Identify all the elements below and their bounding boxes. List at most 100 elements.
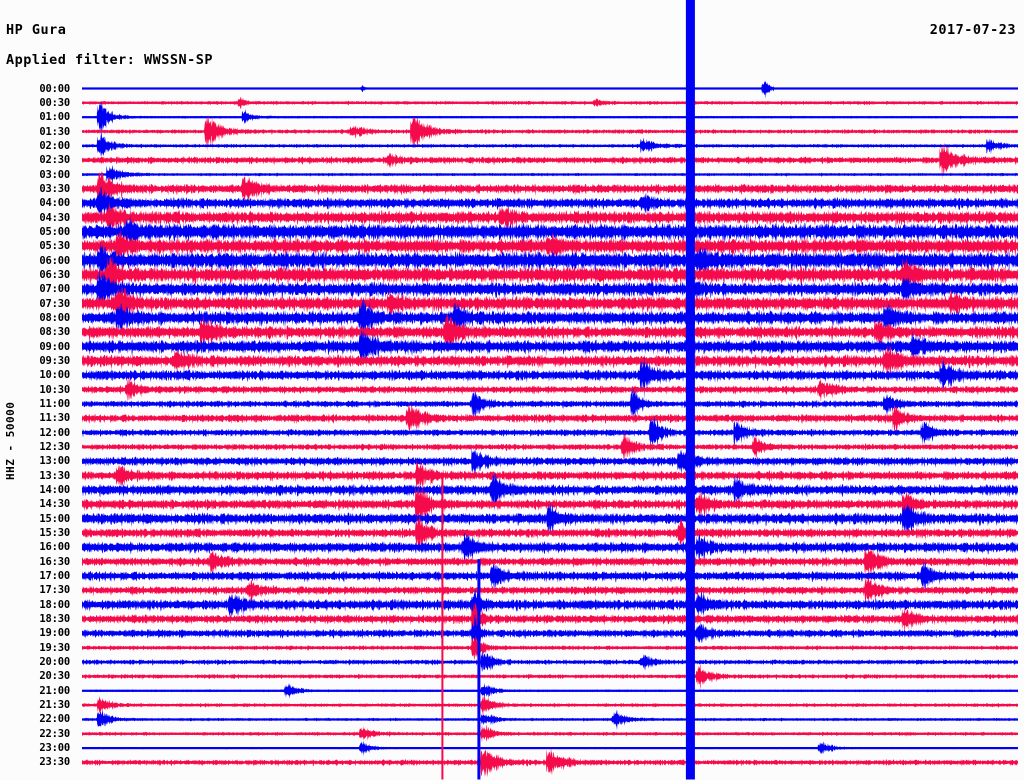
trace-0600 <box>82 241 1018 285</box>
trace-baseline-1200 <box>82 431 1018 434</box>
trace-baseline-0130 <box>82 130 1018 133</box>
trace-0500 <box>82 214 1018 254</box>
global-spike-1 <box>441 473 444 780</box>
time-tick-1700: 17:00 <box>39 569 70 582</box>
trace-baseline-0000 <box>82 87 1018 90</box>
time-tick-2000: 20:00 <box>39 655 70 668</box>
time-tick-1100: 11:00 <box>39 397 70 410</box>
time-tick-1800: 18:00 <box>39 598 70 611</box>
time-tick-0400: 04:00 <box>39 196 70 209</box>
trace-baseline-1030 <box>82 388 1018 391</box>
trace-baseline-1900 <box>82 632 1018 635</box>
time-tick-0700: 07:00 <box>39 283 70 295</box>
time-tick-2200: 22:00 <box>39 713 70 726</box>
trace-baseline-0830 <box>82 331 1018 334</box>
trace-1400 <box>82 472 1018 512</box>
trace-baseline-1730 <box>82 589 1018 592</box>
trace-baseline-1430 <box>82 503 1018 506</box>
trace-0400 <box>82 186 1018 226</box>
trace-baseline-0100 <box>82 116 1018 119</box>
time-tick-0730: 07:30 <box>39 297 70 310</box>
trace-baseline-0230 <box>82 159 1018 162</box>
trace-baseline-0630 <box>82 273 1018 276</box>
trace-baseline-0600 <box>82 259 1018 262</box>
trace-0700 <box>82 267 1018 306</box>
record-date: 2017-07-23 <box>929 22 1016 38</box>
trace-baseline-2230 <box>82 732 1018 735</box>
time-tick-0300: 03:00 <box>39 168 70 181</box>
time-tick-1030: 10:30 <box>39 383 70 396</box>
trace-baseline-0800 <box>82 316 1018 319</box>
seismogram-canvas <box>82 0 1018 780</box>
time-tick-2030: 20:30 <box>39 670 70 683</box>
trace-0530 <box>82 228 1018 268</box>
trace-baseline-1700 <box>82 575 1018 578</box>
trace-1630 <box>82 546 1018 580</box>
trace-baseline-2100 <box>82 689 1018 692</box>
time-tick-0830: 08:30 <box>39 326 70 339</box>
global-spike-0 <box>685 0 695 780</box>
time-tick-1430: 14:30 <box>39 498 70 511</box>
trace-baseline-0030 <box>82 101 1018 104</box>
trace-baseline-0400 <box>82 202 1018 205</box>
trace-baseline-0900 <box>82 345 1018 348</box>
trace-baseline-2200 <box>82 718 1018 721</box>
trace-baseline-1330 <box>82 474 1018 477</box>
trace-baseline-2330 <box>82 761 1018 764</box>
time-tick-1730: 17:30 <box>39 584 70 597</box>
time-tick-1200: 12:00 <box>39 426 70 439</box>
trace-baseline-0500 <box>82 230 1018 233</box>
trace-0000 <box>82 80 1018 99</box>
trace-baseline-0530 <box>82 245 1018 248</box>
trace-baseline-1130 <box>82 417 1018 420</box>
applied-filter-label: Applied filter: WWSSN-SP <box>6 52 214 68</box>
time-tick-0900: 09:00 <box>39 340 70 353</box>
time-tick-1530: 15:30 <box>39 526 70 539</box>
time-tick-1130: 11:30 <box>39 412 70 425</box>
trace-baseline-2000 <box>82 661 1018 664</box>
time-tick-0230: 02:30 <box>39 153 70 166</box>
trace-2130 <box>82 694 1018 719</box>
trace-baseline-2030 <box>82 675 1018 678</box>
trace-baseline-1630 <box>82 560 1018 563</box>
trace-baseline-1100 <box>82 402 1018 406</box>
trace-baseline-2300 <box>82 747 1018 750</box>
time-tick-0930: 09:30 <box>39 354 70 367</box>
time-tick-1500: 15:00 <box>39 512 70 525</box>
trace-baseline-0730 <box>82 302 1018 305</box>
time-tick-1300: 13:00 <box>39 455 70 468</box>
trace-0730 <box>82 287 1018 324</box>
trace-baseline-0700 <box>82 288 1018 291</box>
time-tick-1400: 14:00 <box>39 483 70 496</box>
trace-baseline-1230 <box>82 445 1018 449</box>
trace-1000 <box>82 356 1018 400</box>
trace-1900 <box>82 613 1018 656</box>
time-tick-0500: 05:00 <box>39 225 70 238</box>
time-tick-0330: 03:30 <box>39 182 70 195</box>
trace-baseline-1000 <box>82 374 1018 377</box>
trace-baseline-1800 <box>82 603 1018 606</box>
time-tick-2100: 21:00 <box>39 684 70 697</box>
time-tick-0100: 01:00 <box>39 110 70 123</box>
trace-baseline-0200 <box>82 144 1018 147</box>
trace-baseline-0930 <box>82 359 1018 363</box>
trace-baseline-0300 <box>82 173 1018 176</box>
trace-baseline-2130 <box>82 704 1018 707</box>
global-spike-2 <box>477 559 481 780</box>
time-tick-2130: 21:30 <box>39 698 70 711</box>
trace-baseline-1930 <box>82 646 1018 649</box>
time-tick-1000: 10:00 <box>39 369 70 382</box>
trace-baseline-1400 <box>82 488 1018 492</box>
trace-baseline-1530 <box>82 531 1018 535</box>
time-tick-0200: 02:00 <box>39 139 70 152</box>
time-tick-1830: 18:30 <box>39 612 70 625</box>
trace-baseline-1300 <box>82 460 1018 463</box>
time-tick-2300: 23:00 <box>39 741 70 754</box>
trace-baseline-1600 <box>82 546 1018 549</box>
time-tick-2230: 22:30 <box>39 727 70 740</box>
time-tick-0630: 06:30 <box>39 268 70 281</box>
trace-baseline-1500 <box>82 517 1018 520</box>
time-tick-0430: 04:30 <box>39 211 70 224</box>
seismogram-plot <box>82 0 1018 780</box>
time-tick-0000: 00:00 <box>39 82 70 95</box>
